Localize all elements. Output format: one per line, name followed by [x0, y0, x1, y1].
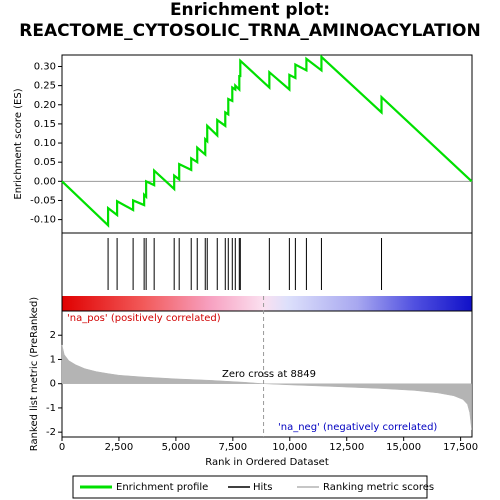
es-line — [61, 54, 473, 228]
legend-label: Hits — [253, 482, 272, 493]
y-tick-label: 0 — [50, 379, 56, 390]
x-tick-label: 17,500 — [443, 442, 478, 453]
neg-label: 'na_neg' (negatively correlated) — [278, 422, 437, 433]
x-tick-label: 0 — [59, 442, 65, 453]
zero-cross-label: Zero cross at 8849 — [222, 369, 316, 380]
y-tick-label: 0.30 — [34, 61, 56, 72]
y-tick-label: 2 — [50, 330, 56, 341]
legend-label: Ranking metric scores — [323, 482, 434, 493]
y-tick-label: -0.05 — [30, 195, 56, 206]
x-tick-label: 15,000 — [386, 442, 421, 453]
x-axis-label: Rank in Ordered Dataset — [205, 457, 329, 468]
y-tick-label: 0.10 — [34, 138, 56, 149]
x-tick-label: 10,000 — [272, 442, 307, 453]
es-frame — [61, 54, 473, 234]
y-tick-label: 0.15 — [34, 119, 56, 130]
legend-label: Enrichment profile — [116, 482, 208, 493]
es-axis-label: Enrichment score (ES) — [13, 88, 24, 199]
chart-title: Enrichment plot: REACTOME_CYTOSOLIC_TRNA… — [19, 0, 481, 41]
metric-area — [61, 344, 472, 430]
pos-label: 'na_pos' (positively correlated) — [67, 313, 221, 324]
x-tick-label: 5,000 — [162, 442, 191, 453]
y-tick-label: 0.00 — [34, 176, 56, 187]
y-tick-label: 0.20 — [34, 100, 56, 111]
y-tick-label: 0.25 — [34, 81, 56, 92]
y-tick-label: -2 — [46, 427, 56, 438]
metric-axis-label: Ranked list metric (PreRanked) — [29, 297, 40, 451]
y-tick-label: -1 — [46, 403, 56, 414]
color-bar — [62, 296, 472, 311]
y-tick-label: -0.10 — [30, 215, 56, 226]
x-tick-label: 2,500 — [105, 442, 134, 453]
x-tick-label: 12,500 — [329, 442, 364, 453]
y-tick-label: 0.05 — [34, 157, 56, 168]
x-tick-label: 7,500 — [219, 442, 248, 453]
y-tick-label: 1 — [50, 354, 56, 365]
